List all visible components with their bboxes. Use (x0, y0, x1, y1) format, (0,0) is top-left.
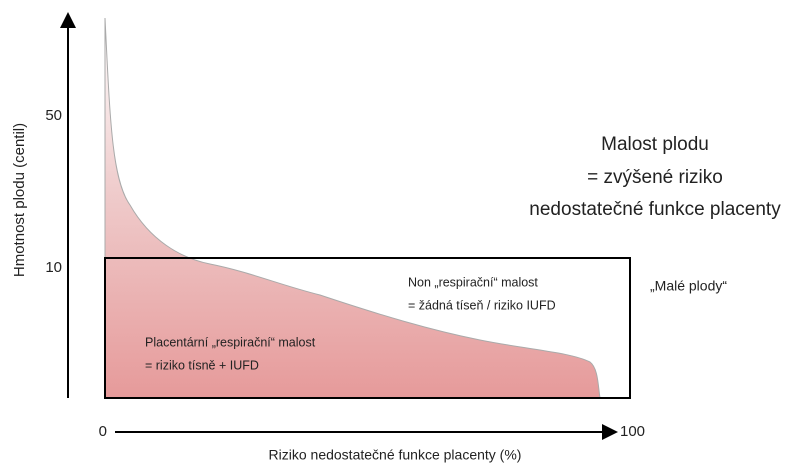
small-fetus-box (104, 257, 631, 399)
risk-curve (104, 17, 601, 399)
x-start-label: 0 (99, 423, 107, 440)
y-axis-label: Hmotnost plodu (centil) (11, 123, 28, 277)
box-left-text: Placentární „respirační“ malost (145, 335, 316, 349)
box-right-text: Non „respirační“ malost (408, 275, 538, 289)
side-label: „Malé plody“ (650, 278, 727, 294)
y-tick-label: 50 (45, 107, 62, 124)
x-axis-label: Riziko nedostatečné funkce placenty (%) (269, 447, 522, 463)
headline: nedostatečné funkce placenty (529, 199, 781, 220)
headline: Malost plodu (601, 134, 709, 155)
box-right-text: = žádná tíseň / riziko IUFD (408, 298, 556, 312)
x-end-label: 100 (620, 423, 645, 440)
headline: = zvýšené riziko (587, 167, 723, 188)
box-left-text: = riziko tísně + IUFD (145, 358, 259, 372)
y-tick-label: 10 (45, 259, 62, 276)
